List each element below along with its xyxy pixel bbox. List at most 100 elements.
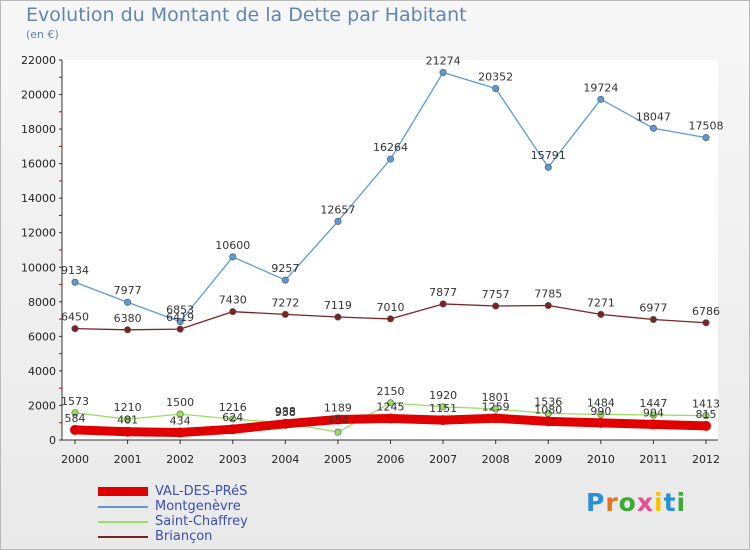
data-point [439, 69, 447, 77]
data-label: 1500 [166, 396, 194, 409]
data-label: 1536 [534, 395, 562, 408]
x-tick-label: 2001 [114, 453, 142, 466]
y-tick-label: 22000 [21, 54, 56, 67]
x-tick-label: 2007 [429, 453, 457, 466]
data-label: 7430 [219, 294, 247, 307]
data-point [439, 300, 447, 308]
data-point [597, 410, 605, 418]
plot-area [62, 60, 718, 440]
y-tick-label: 20000 [21, 89, 56, 102]
data-label: 6853 [166, 304, 194, 317]
data-label: 12657 [320, 203, 355, 216]
data-point [439, 403, 447, 411]
data-label: 7877 [429, 286, 457, 299]
proxiti-logo: Proxiti [586, 488, 686, 517]
data-label: 1573 [61, 395, 89, 408]
legend-label: Montgenèvre [155, 499, 241, 514]
data-label: 10600 [215, 239, 250, 252]
x-tick-label: 2005 [324, 453, 352, 466]
data-point [492, 302, 500, 310]
data-label: 6977 [639, 301, 667, 314]
logo-letter: o [618, 488, 637, 517]
data-label: 7977 [114, 284, 142, 297]
x-tick-label: 2003 [219, 453, 247, 466]
data-label: 16264 [373, 141, 408, 154]
y-tick-label: 18000 [21, 123, 56, 136]
data-label: 6786 [692, 305, 720, 318]
data-label: 19724 [583, 81, 618, 94]
data-label: 434 [170, 415, 191, 428]
x-tick-label: 2002 [166, 453, 194, 466]
data-point [544, 163, 552, 171]
x-tick-label: 2008 [482, 453, 510, 466]
data-label: 1484 [587, 396, 615, 409]
data-label: 481 [117, 414, 138, 427]
y-tick-label: 6000 [28, 330, 56, 343]
chart-title: Evolution du Montant de la Dette par Hab… [26, 4, 467, 26]
data-label: 9134 [61, 264, 89, 277]
data-point [124, 298, 132, 306]
y-tick-label: 16000 [21, 158, 56, 171]
legend-item: VAL-DES-PRéS [98, 484, 248, 499]
data-point [649, 315, 657, 323]
data-label: 17508 [689, 120, 724, 133]
logo-letter: r [605, 488, 619, 517]
data-label: 18047 [636, 110, 671, 123]
data-point [122, 426, 133, 437]
data-label: 1189 [324, 401, 352, 414]
y-tick-label: 14000 [21, 192, 56, 205]
data-point [597, 95, 605, 103]
legend-swatch [98, 535, 148, 538]
data-label: 7119 [324, 299, 352, 312]
data-point [649, 411, 657, 419]
data-point [71, 325, 79, 333]
data-label: 1920 [429, 389, 457, 402]
data-label: 7271 [587, 296, 615, 309]
logo-letter: i [654, 488, 664, 517]
data-point [385, 413, 396, 424]
data-point [176, 325, 184, 333]
data-label: 9257 [271, 262, 299, 275]
data-point [702, 319, 710, 327]
logo-letter: P [586, 488, 606, 517]
data-point [281, 276, 289, 284]
y-tick-label: 12000 [21, 227, 56, 240]
data-point [334, 428, 342, 436]
data-point [648, 419, 659, 430]
chart-legend: VAL-DES-PRéS Montgenèvre Saint-Chaffrey Bri… [98, 484, 248, 544]
data-label: 1245 [377, 400, 405, 413]
logo-letter: t [663, 488, 677, 517]
data-point [649, 124, 657, 132]
data-label: 1210 [114, 401, 142, 414]
data-point [332, 414, 343, 425]
legend-item: Briançon [98, 529, 248, 544]
data-point [334, 217, 342, 225]
data-point [176, 318, 184, 326]
legend-swatch [98, 505, 148, 508]
x-tick-label: 2012 [692, 453, 720, 466]
x-tick-label: 2006 [377, 453, 405, 466]
data-point [124, 415, 132, 423]
data-point [702, 134, 710, 142]
legend-label: VAL-DES-PRéS [155, 484, 248, 499]
data-label: 6450 [61, 311, 89, 324]
data-label: 584 [65, 412, 86, 425]
data-point [386, 399, 394, 407]
data-label: 2150 [377, 385, 405, 398]
data-label: 1080 [534, 403, 562, 416]
y-tick-label: 0 [49, 434, 56, 447]
data-label: 21274 [426, 55, 461, 68]
data-point [701, 420, 711, 431]
data-point [175, 427, 186, 438]
logo-letter: i [676, 488, 687, 517]
data-point [543, 416, 554, 427]
data-label: 7785 [534, 288, 562, 301]
legend-item: Montgenèvre [98, 499, 248, 514]
data-point [492, 84, 500, 92]
data-point [229, 308, 237, 316]
data-point [70, 424, 80, 435]
data-label: 1151 [429, 402, 457, 415]
data-point [229, 253, 237, 261]
data-point [124, 326, 132, 334]
y-tick-label: 8000 [28, 296, 56, 309]
